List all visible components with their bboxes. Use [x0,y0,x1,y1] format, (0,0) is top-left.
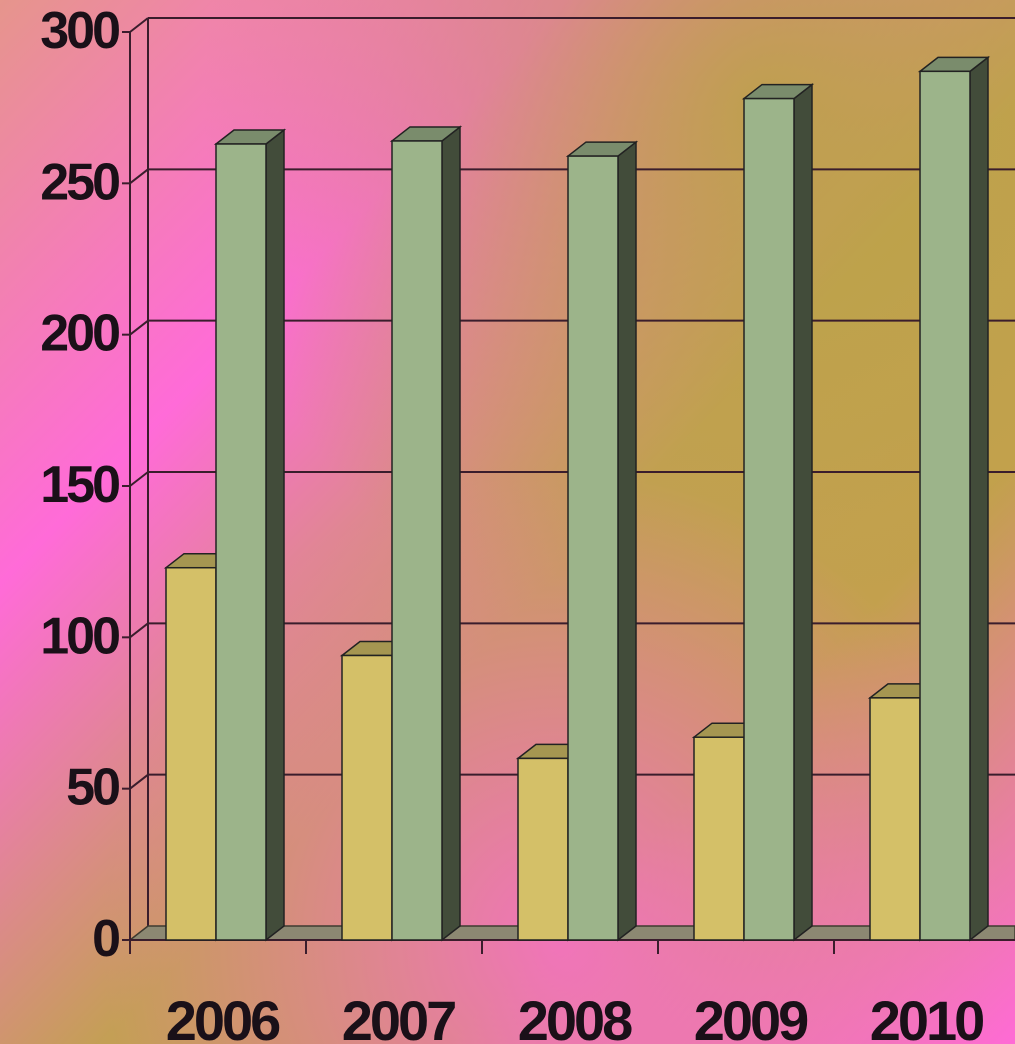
axis-labels: 0 50 100 150 200 250 300 2006 2007 2008 2009 2010 [40,2,986,1044]
bar [743,97,795,941]
bar-side [617,140,637,942]
gridline-depth [129,319,149,336]
bar [391,140,443,941]
bar-side [441,125,461,942]
x-tick-label: 2008 [518,989,632,1044]
gridline-depth [129,622,149,639]
bar-side [265,128,285,942]
bars [163,55,991,942]
bar-side [969,55,989,942]
x-tick-label: 2007 [342,989,455,1044]
y-tick-label: 50 [66,759,119,817]
y-tick-label: 100 [40,607,119,665]
bar [919,70,971,941]
bar [215,143,267,941]
bar [693,736,745,941]
y-tick-label: 300 [40,2,119,60]
x-tick-label: 2009 [694,989,808,1044]
y-tick-label: 150 [40,456,119,514]
x-tick-label: 2010 [870,989,983,1044]
gridline-depth [129,773,149,790]
bar-side [793,83,813,942]
bar [869,697,921,941]
gridline-depth [129,17,149,33]
y-tick-label: 200 [40,305,119,363]
bar [341,654,393,941]
bar [567,155,619,941]
y-tick-label: 0 [92,910,119,968]
gridline-depth [129,168,149,185]
gridline-depth [129,471,149,487]
x-tick-label: 2006 [166,989,280,1044]
bar [165,566,217,941]
bar [517,757,569,941]
y-tick-label: 250 [40,153,119,211]
